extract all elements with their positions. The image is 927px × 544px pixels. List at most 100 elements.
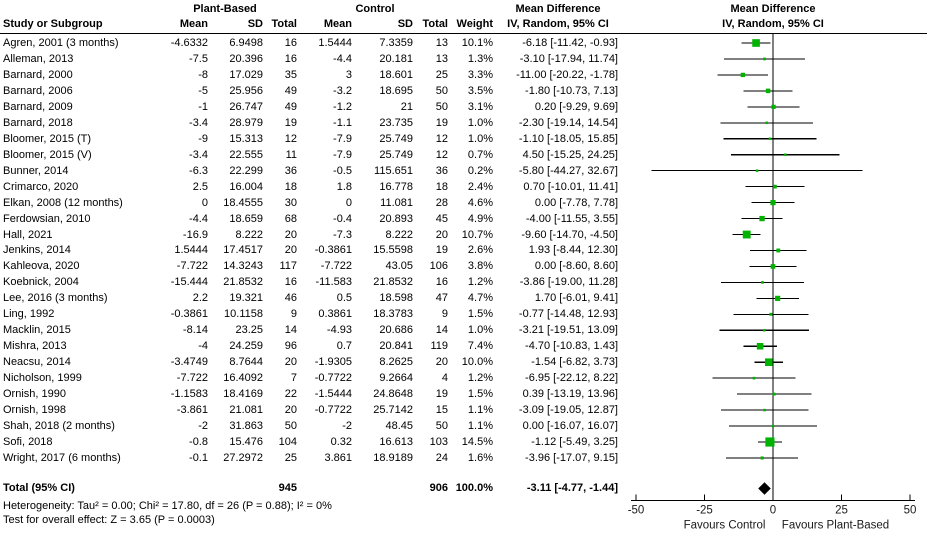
study-name: Lee, 2016 (3 months) <box>3 292 108 305</box>
effect-marker <box>772 392 776 396</box>
cell-sd2: 25.749 <box>379 132 413 145</box>
cell-n2: 24 <box>435 451 448 464</box>
md-table-title: Mean Difference <box>515 3 601 15</box>
cell-sd1: 23.25 <box>235 324 263 337</box>
cell-sd1: 19.321 <box>229 292 263 305</box>
cell-n2: 9 <box>441 308 448 321</box>
cell-ci_label: 0.00 [-16.07, 16.07] <box>522 420 618 433</box>
cell-n2: 50 <box>435 100 448 113</box>
cell-n1: 18 <box>284 180 297 193</box>
cell-n2: 20 <box>435 228 448 241</box>
summary-diamond <box>758 482 771 495</box>
cell-n2: 28 <box>435 196 448 209</box>
cell-m2: 0.7 <box>336 340 352 353</box>
cell-weight_label: 4.9% <box>467 212 493 225</box>
study-row: Bunner, 2014 -6.3 22.299 36 -0.5 115.651 36 0.2… <box>0 163 927 179</box>
study-row: Shah, 2018 (2 months) -2 31.863 50 -2 48.45 50… <box>0 418 927 434</box>
cell-m2: 3.861 <box>324 451 352 464</box>
study-row: Ferdowsian, 2010 -4.4 18.659 68 -0.4 20.893 45… <box>0 211 927 227</box>
study-row: Bloomer, 2015 (V) -3.4 22.555 11 -7.9 25.749 1… <box>0 147 927 163</box>
cell-m1: -4.6332 <box>170 37 208 49</box>
cell-m2: -0.5 <box>333 164 352 177</box>
cell-n2: 19 <box>435 388 448 401</box>
cell-n1: 104 <box>278 436 297 448</box>
cell-sd2: 21.8532 <box>373 276 413 289</box>
md-plot-subheader: IV, Random, 95% CI <box>722 18 824 30</box>
study-name: Hall, 2021 <box>3 228 53 241</box>
study-name: Shah, 2018 (2 months) <box>3 420 115 433</box>
cell-ci_label: -5.80 [-44.27, 32.67] <box>518 164 618 177</box>
cell-sd1: 17.029 <box>229 68 263 81</box>
cell-n1: 16 <box>284 52 297 65</box>
cell-m2: -7.722 <box>320 260 352 273</box>
cell-n1: 50 <box>284 420 297 433</box>
cell-sd2: 48.45 <box>385 420 413 433</box>
study-row: Alleman, 2013 -7.5 20.396 16 -4.4 20.181 13 1.3… <box>0 51 927 67</box>
cell-ci_label: -6.95 [-22.12, 8.22] <box>525 372 618 385</box>
cell-sd1: 21.8532 <box>223 276 263 289</box>
cell-m2: -3.2 <box>333 84 352 97</box>
total2-col-header: Total <box>422 18 448 30</box>
cell-sd1: 24.259 <box>229 340 263 353</box>
study-name: Bloomer, 2015 (T) <box>3 132 92 145</box>
study-row: Barnard, 2009 -1 26.747 49 -1.2 21 50 3.1% 0.20 … <box>0 99 927 115</box>
cell-weight_label: 0.7% <box>467 148 493 161</box>
study-name: Wright, 2017 (6 months) <box>3 451 121 464</box>
cell-ci_label: -3.21 [-19.51, 13.09] <box>518 324 618 337</box>
cell-weight_label: 14.5% <box>461 436 493 448</box>
cell-weight_label: 1.3% <box>467 52 493 65</box>
cell-sd2: 21 <box>400 100 413 113</box>
study-name: Alleman, 2013 <box>3 52 74 65</box>
favours-left-label: Favours Control <box>684 520 766 532</box>
study-name: Agren, 2001 (3 months) <box>3 37 119 49</box>
effect-marker <box>765 437 775 447</box>
cell-n1: 96 <box>284 340 297 353</box>
cell-n1: 11 <box>285 148 297 161</box>
cell-m2: 0.32 <box>330 436 352 448</box>
cell-m1: -0.3861 <box>170 308 208 321</box>
cell-ci_label: -3.09 [-19.05, 12.87] <box>518 404 618 417</box>
cell-n2: 47 <box>435 292 448 305</box>
study-name: Ornish, 1990 <box>3 388 66 401</box>
cell-n1: 20 <box>284 404 297 417</box>
cell-n1: 46 <box>284 292 297 305</box>
study-row: Hall, 2021 -16.9 8.222 20 -7.3 8.222 20 10.7% -9… <box>0 227 927 243</box>
axis-tick-label: 50 <box>904 505 917 517</box>
study-row: Mishra, 2013 -4 24.259 96 0.7 20.841 119 7.4% -4… <box>0 338 927 354</box>
study-name: Koebnick, 2004 <box>3 276 79 289</box>
cell-m2: 1.5444 <box>318 37 352 49</box>
cell-sd1: 8.7644 <box>229 356 263 369</box>
study-row: Jenkins, 2014 1.5444 17.4517 20 -0.3861 15.55… <box>0 242 927 258</box>
cell-m2: -1.2 <box>333 100 352 113</box>
study-name: Kahleova, 2020 <box>3 260 80 273</box>
cell-sd2: 18.9189 <box>373 451 413 464</box>
cell-n2: 19 <box>435 244 448 257</box>
cell-n1: 19 <box>284 116 297 129</box>
cell-sd1: 6.9498 <box>229 37 263 49</box>
cell-sd1: 28.979 <box>229 116 263 129</box>
cell-n2: 119 <box>430 340 448 353</box>
cell-sd1: 8.222 <box>235 228 263 241</box>
cell-ci_label: -3.10 [-17.94, 11.74] <box>519 52 618 65</box>
study-row: Kahleova, 2020 -7.722 14.3243 117 -7.722 43.0… <box>0 258 927 274</box>
cell-n2: 4 <box>441 372 448 385</box>
cell-n1: 20 <box>284 228 297 241</box>
cell-m2: -0.4 <box>333 212 352 225</box>
cell-m1: -7.722 <box>176 260 208 273</box>
cell-weight_label: 10.7% <box>461 228 493 241</box>
cell-n1: 22 <box>284 388 297 401</box>
sd2-col-header: SD <box>397 18 413 30</box>
cell-sd2: 25.749 <box>379 148 413 161</box>
cell-m2: -7.9 <box>333 148 352 161</box>
cell-sd1: 18.659 <box>229 212 263 225</box>
cell-n1: 16 <box>284 37 297 49</box>
cell-m1: -3.4749 <box>170 356 208 369</box>
cell-weight_label: 4.6% <box>467 196 493 209</box>
cell-weight_label: 1.1% <box>467 404 493 417</box>
study-name: Mishra, 2013 <box>3 340 67 353</box>
study-name: Crimarco, 2020 <box>3 180 79 193</box>
cell-weight_label: 10.1% <box>461 37 493 49</box>
cell-sd1: 22.299 <box>229 164 263 177</box>
cell-weight_label: 1.0% <box>467 132 493 145</box>
